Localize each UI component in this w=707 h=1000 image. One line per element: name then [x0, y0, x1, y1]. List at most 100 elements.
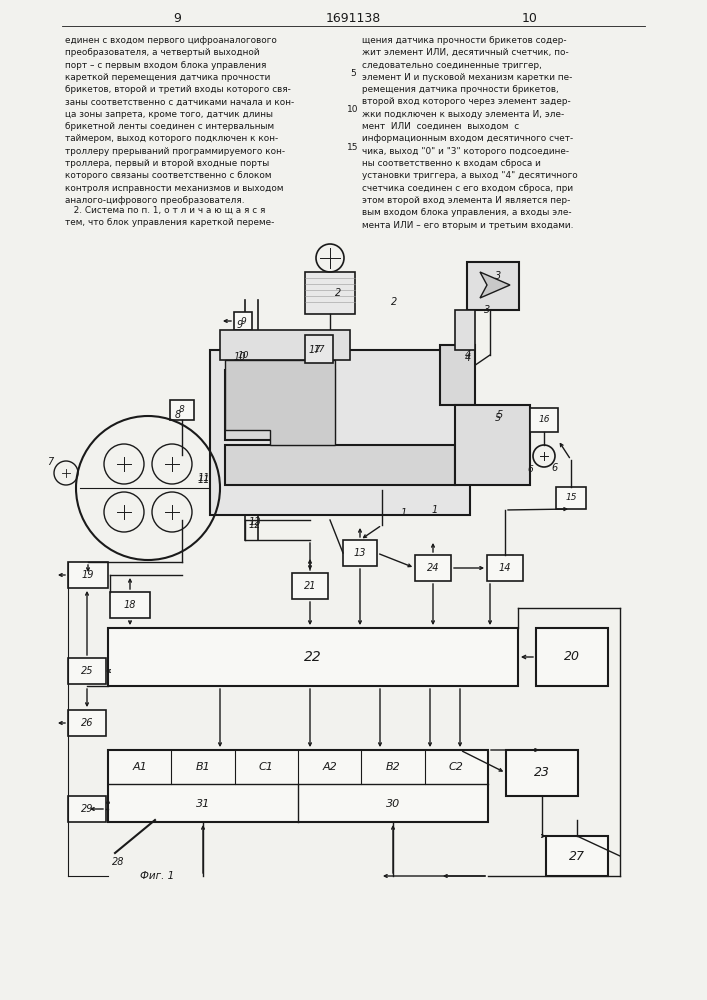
Text: ремещения датчика прочности брикетов,: ремещения датчика прочности брикетов, [362, 85, 559, 94]
Text: 9: 9 [240, 316, 246, 326]
Text: 21: 21 [304, 581, 316, 591]
Text: 11: 11 [198, 473, 210, 483]
Text: порт – с первым входом блока управления: порт – с первым входом блока управления [65, 61, 267, 70]
Text: мент  ИЛИ  соединен  выходом  с: мент ИЛИ соединен выходом с [362, 122, 519, 131]
Text: заны соответственно с датчиками начала и кон-: заны соответственно с датчиками начала и… [65, 98, 294, 106]
Text: 7: 7 [47, 457, 53, 467]
Text: жит элемент ИЛИ, десятичный счетчик, по-: жит элемент ИЛИ, десятичный счетчик, по- [362, 48, 568, 57]
Text: троллера, первый и второй входные порты: троллера, первый и второй входные порты [65, 159, 269, 168]
Text: 6: 6 [552, 463, 558, 473]
Bar [68, 796, 106, 822]
Bar [220, 330, 350, 360]
Bar [68, 658, 106, 684]
Bar [546, 836, 608, 876]
Bar [556, 487, 586, 509]
Bar [506, 750, 578, 796]
Text: 3: 3 [484, 305, 490, 315]
Text: счетчика соединен с его входом сброса, при: счетчика соединен с его входом сброса, п… [362, 184, 573, 193]
Text: 2: 2 [391, 297, 397, 307]
Bar [440, 345, 475, 405]
Text: Фиг. 1: Фиг. 1 [140, 871, 174, 881]
Text: 22: 22 [304, 650, 322, 664]
Text: 14: 14 [498, 563, 511, 573]
Text: 5: 5 [350, 68, 356, 78]
Text: 2. Система по п. 1, о т л и ч а ю щ а я с я: 2. Система по п. 1, о т л и ч а ю щ а я … [65, 206, 265, 215]
Text: 30: 30 [386, 799, 400, 809]
Polygon shape [225, 360, 335, 445]
Bar [415, 555, 451, 581]
Text: брикетной ленты соединен с интервальным: брикетной ленты соединен с интервальным [65, 122, 274, 131]
Text: вым входом блока управления, а входы эле-: вым входом блока управления, а входы эле… [362, 208, 572, 217]
Text: преобразователя, а четвертый выходной: преобразователя, а четвертый выходной [65, 48, 259, 57]
Text: ца зоны запрета, кроме того, датчик длины: ца зоны запрета, кроме того, датчик длин… [65, 110, 273, 119]
Bar [305, 272, 355, 314]
Bar [234, 312, 252, 330]
Text: 8: 8 [179, 406, 185, 414]
Text: 25: 25 [81, 666, 93, 676]
Bar [343, 540, 377, 566]
Text: кареткой перемещения датчика прочности: кареткой перемещения датчика прочности [65, 73, 270, 82]
Text: второй вход которого через элемент задер-: второй вход которого через элемент задер… [362, 98, 571, 106]
Text: 4: 4 [465, 350, 471, 360]
Bar [110, 592, 150, 618]
Text: щения датчика прочности брикетов содер-: щения датчика прочности брикетов содер- [362, 36, 566, 45]
Bar [487, 555, 523, 581]
Text: этом второй вход элемента И является пер-: этом второй вход элемента И является пер… [362, 196, 571, 205]
Text: таймером, выход которого подключен к кон-: таймером, выход которого подключен к кон… [65, 134, 279, 143]
Text: 13: 13 [354, 548, 366, 558]
Text: 31: 31 [196, 799, 210, 809]
Text: 1: 1 [401, 508, 407, 518]
Text: 17: 17 [309, 345, 321, 355]
Text: 18: 18 [124, 600, 136, 610]
Bar [210, 350, 470, 515]
Bar [108, 750, 488, 822]
Text: 2: 2 [335, 288, 341, 298]
Bar [170, 400, 194, 420]
Polygon shape [480, 272, 510, 298]
Text: 27: 27 [569, 850, 585, 862]
Text: 8: 8 [175, 410, 181, 420]
Text: 19: 19 [82, 570, 94, 580]
Text: 15: 15 [347, 142, 358, 151]
Text: 11: 11 [198, 475, 210, 485]
Text: информационным входом десятичного счет-: информационным входом десятичного счет- [362, 134, 573, 143]
Text: 9: 9 [237, 320, 243, 330]
Text: 10: 10 [234, 352, 246, 362]
Text: следовательно соединенные триггер,: следовательно соединенные триггер, [362, 61, 542, 70]
Text: 12: 12 [249, 520, 262, 530]
Text: брикетов, второй и третий входы которого свя-: брикетов, второй и третий входы которого… [65, 85, 291, 94]
Bar [292, 573, 328, 599]
Bar [467, 262, 519, 310]
Text: 16: 16 [538, 416, 550, 424]
Text: 17: 17 [313, 344, 325, 354]
Text: тем, что блок управления кареткой переме-: тем, что блок управления кареткой переме… [65, 218, 274, 227]
Bar [530, 408, 558, 432]
Text: B1: B1 [196, 762, 211, 772]
Text: жки подключен к выходу элемента И, эле-: жки подключен к выходу элемента И, эле- [362, 110, 564, 119]
Text: троллеру прерываний программируемого кон-: троллеру прерываний программируемого кон… [65, 147, 285, 156]
Text: 6: 6 [527, 464, 533, 474]
Text: 20: 20 [564, 650, 580, 664]
Text: 10: 10 [522, 11, 538, 24]
Bar [455, 310, 475, 350]
Text: 12: 12 [249, 517, 262, 527]
Text: мента ИЛИ – его вторым и третьим входами.: мента ИЛИ – его вторым и третьим входами… [362, 221, 573, 230]
Text: 5: 5 [495, 413, 501, 423]
Bar [305, 335, 333, 363]
Text: которого связаны соответственно с блоком: которого связаны соответственно с блоком [65, 171, 271, 180]
Text: ны соответственно к входам сброса и: ны соответственно к входам сброса и [362, 159, 541, 168]
Text: 15: 15 [566, 493, 577, 502]
Bar [536, 628, 608, 686]
Text: C2: C2 [449, 762, 464, 772]
Bar [108, 628, 518, 686]
Text: 26: 26 [81, 718, 93, 728]
Text: 10: 10 [347, 105, 358, 114]
Text: 29: 29 [81, 804, 93, 814]
Text: A2: A2 [322, 762, 337, 772]
Text: 24: 24 [427, 563, 439, 573]
Text: A1: A1 [132, 762, 147, 772]
Bar [455, 405, 530, 485]
Text: B2: B2 [385, 762, 400, 772]
Text: контроля исправности механизмов и выходом: контроля исправности механизмов и выходо… [65, 184, 284, 193]
Bar [68, 710, 106, 736]
